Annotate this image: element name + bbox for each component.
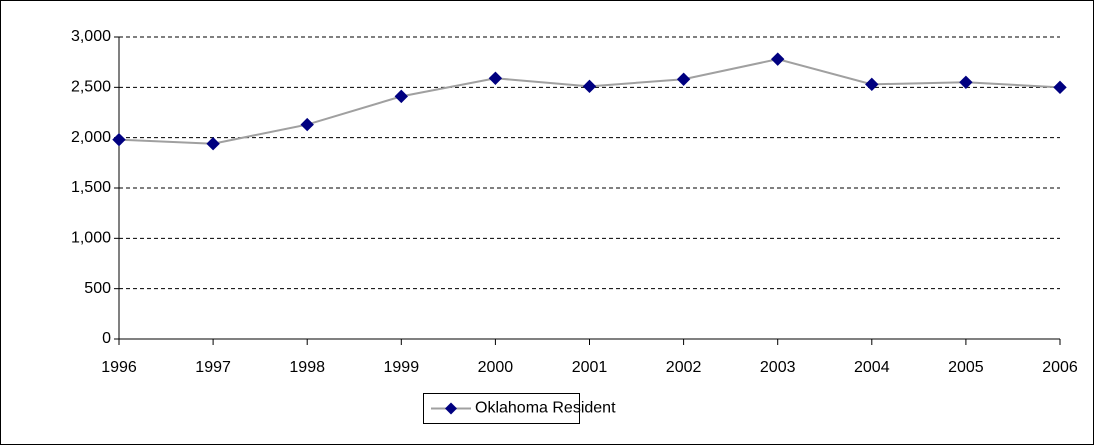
x-tick-label: 2002 [666, 359, 702, 376]
y-tick-label: 2,500 [71, 79, 111, 96]
x-tick-label: 2005 [948, 359, 984, 376]
data-point [394, 89, 409, 104]
data-point [112, 132, 126, 147]
data-point [676, 72, 691, 86]
y-tick-label: 3,000 [71, 28, 111, 45]
data-point [865, 77, 879, 92]
x-tick-label: 2001 [572, 359, 608, 376]
legend-marker [445, 402, 457, 415]
x-tick-label: 1996 [101, 359, 137, 376]
y-tick-label: 2,000 [71, 129, 111, 146]
x-tick-label: 2000 [478, 359, 514, 376]
y-tick-label: 0 [102, 330, 111, 347]
data-point [959, 75, 973, 90]
legend-label: Oklahoma Resident [475, 400, 616, 417]
x-tick-label: 1998 [289, 359, 325, 376]
x-tick-label: 1997 [195, 359, 231, 376]
y-tick-label: 1,500 [71, 179, 111, 196]
data-point [300, 117, 314, 132]
x-tick-label: 2004 [854, 359, 890, 376]
data-point [488, 71, 503, 85]
data-point [582, 79, 597, 94]
data-point [206, 136, 220, 151]
x-tick-label: 1999 [384, 359, 420, 376]
x-tick-label: 2003 [760, 359, 796, 376]
data-point [770, 52, 785, 66]
x-tick-label: 2006 [1042, 359, 1078, 376]
y-tick-label: 500 [84, 280, 111, 297]
y-tick-label: 1,000 [71, 230, 111, 247]
data-point [1053, 80, 1067, 95]
